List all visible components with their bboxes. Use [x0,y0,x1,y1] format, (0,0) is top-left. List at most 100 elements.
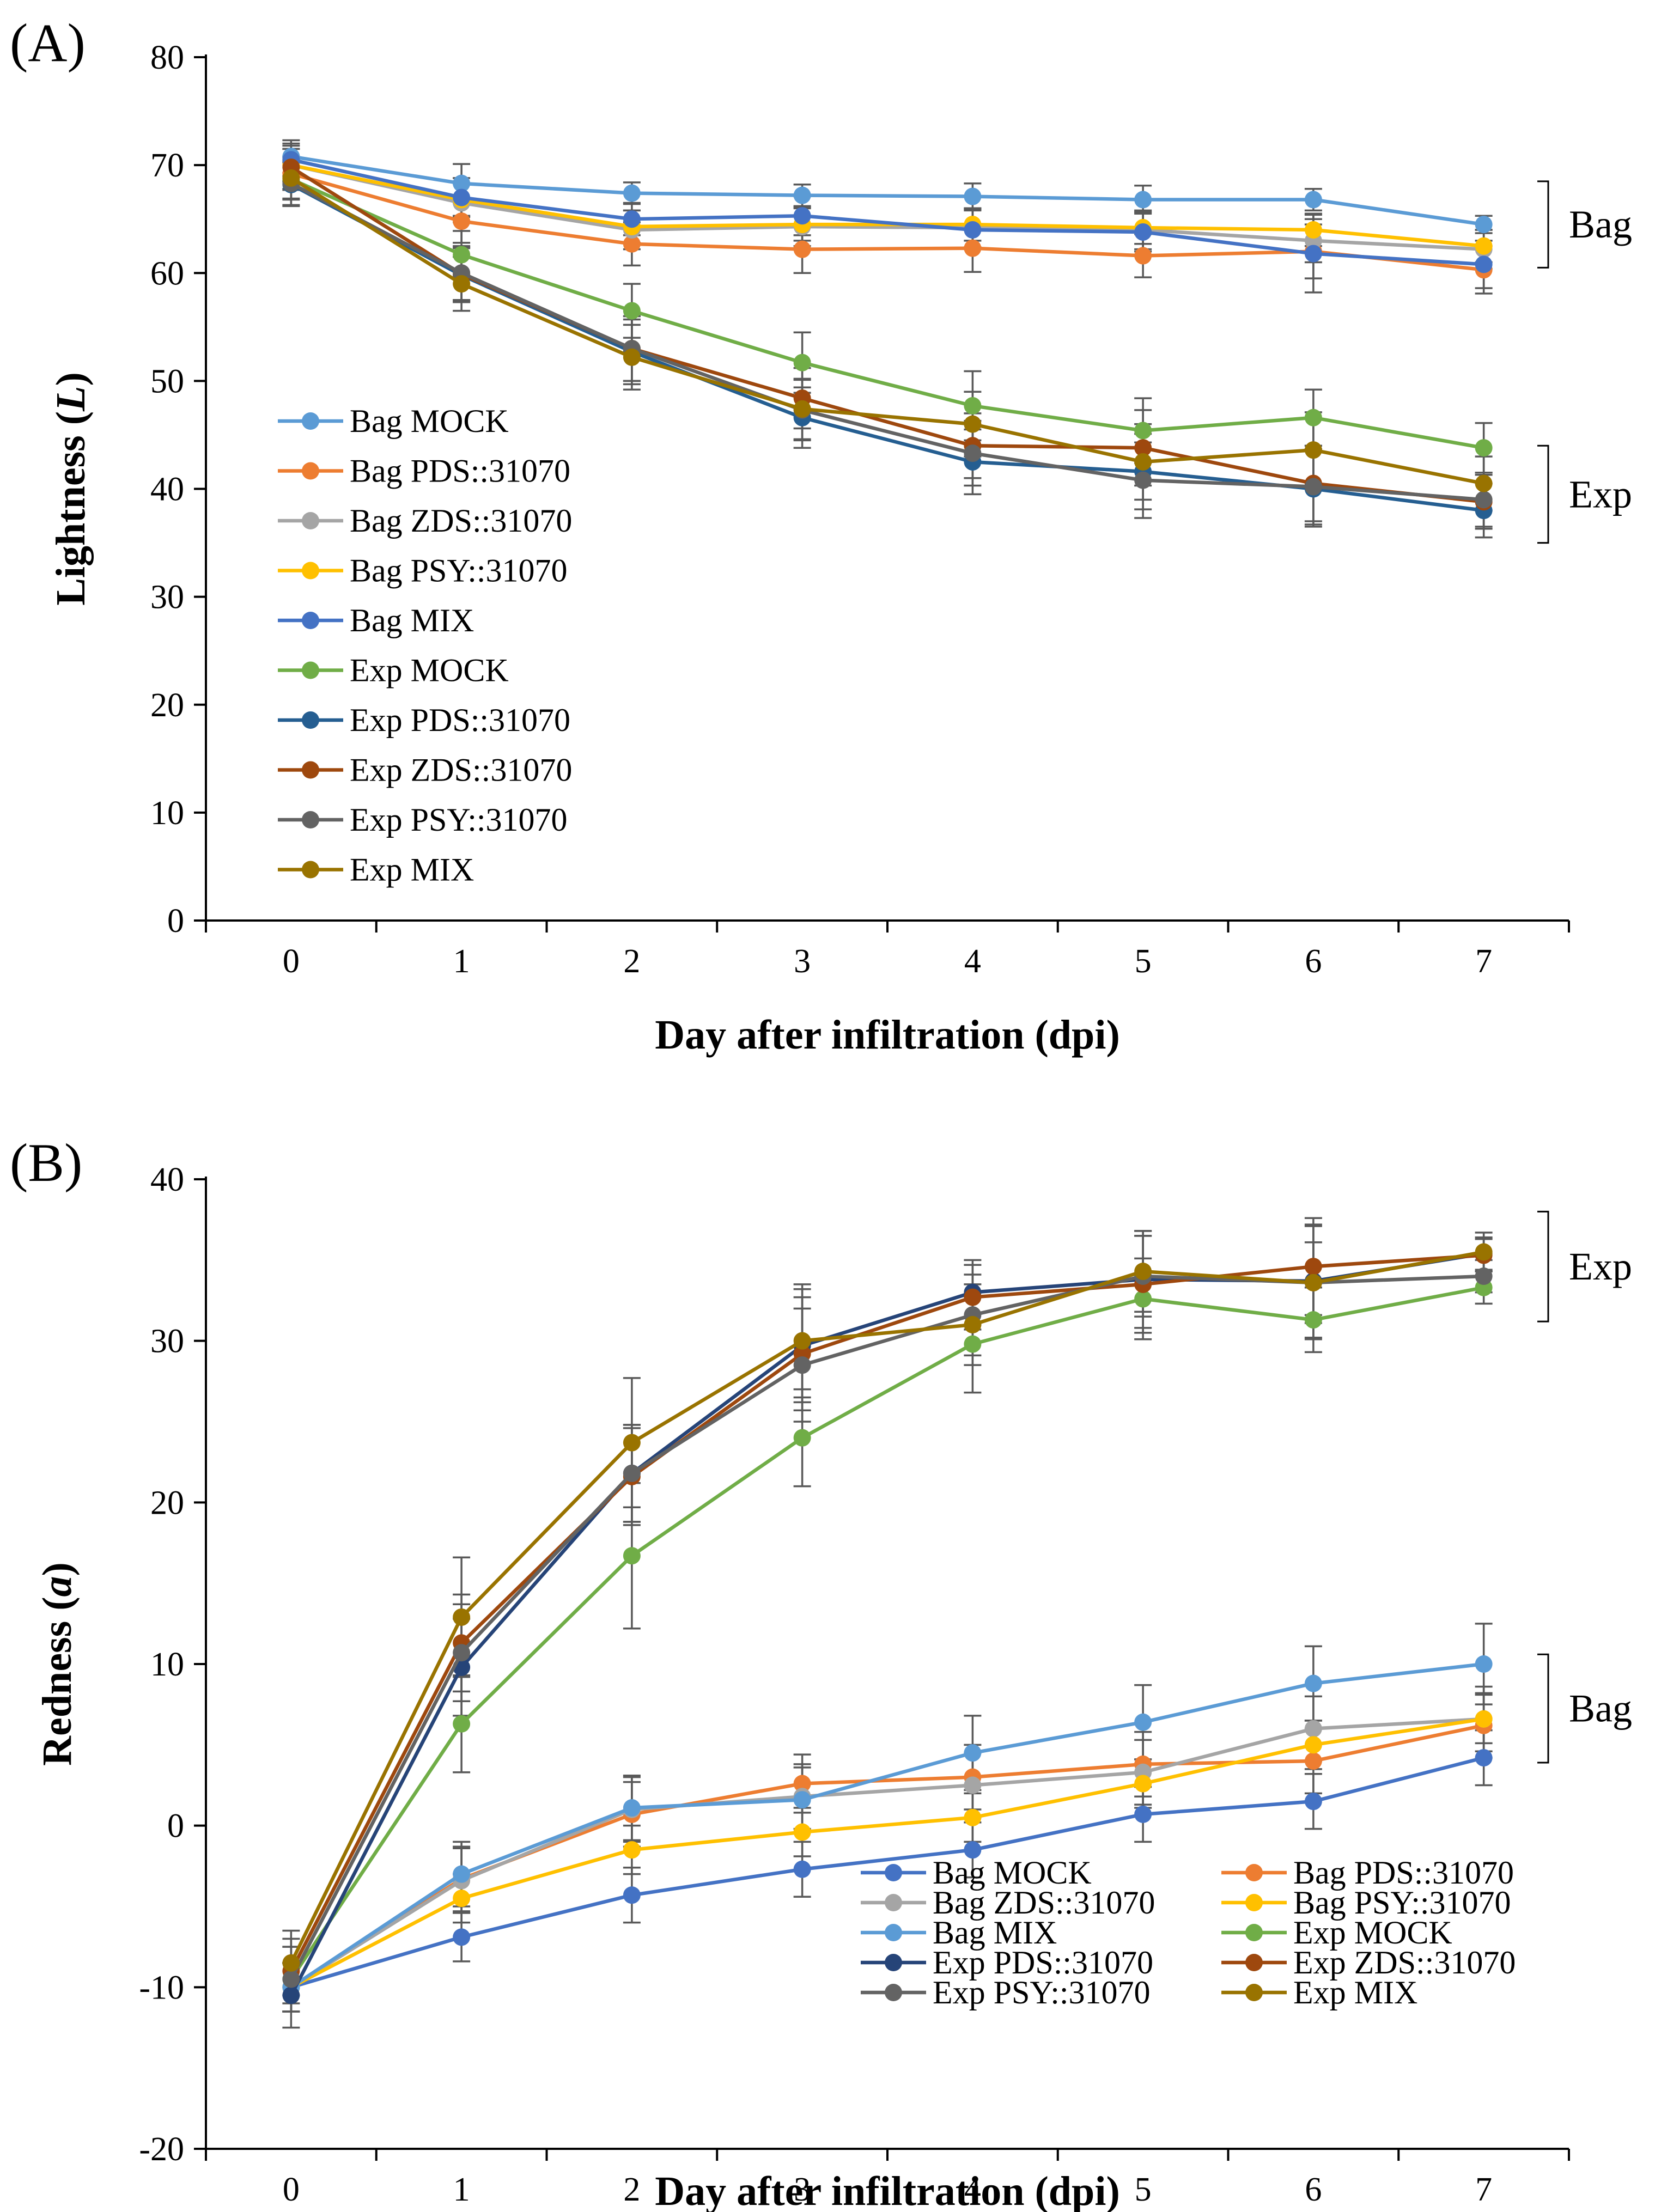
chart0-series-line [290,176,1484,485]
chart0-legend-item: Bag PSY::31070 [278,553,568,589]
chart0-data-point [964,221,982,239]
chart0-x-tick-label: 6 [1305,943,1322,980]
chart1-legend-swatch-marker [1245,1984,1263,2001]
chart0-bracket-bag: Bag [1537,180,1632,269]
chart0-data-point [964,397,982,415]
chart1-legend-label: Bag MOCK [933,1855,1092,1891]
chart1-y-tick-label: 40 [150,1161,184,1198]
chart0-y-tick-label: 30 [150,579,184,616]
chart1-legend-item: Exp PDS::31070 [861,1945,1153,1981]
chart1-data-point [1475,1710,1493,1728]
chart1-data-point [1475,1243,1493,1261]
chart0-y-tick-label: 80 [150,39,184,76]
chart0-legend-item: Exp PDS::31070 [278,702,570,738]
chart1-bracket-bag: Bag [1537,1653,1632,1764]
chart0-series-line [290,181,1484,502]
chart1-x-tick-label: 7 [1475,2171,1492,2208]
chart1-data-point [282,1986,300,2004]
chart1-legend-swatch-marker [885,1984,902,2001]
chart1-data-point [623,1841,641,1859]
chart1-legend-label: Bag MIX [933,1915,1057,1951]
chart1-legend-item: Bag MIX [861,1915,1057,1951]
chart0-series-line [290,163,1484,251]
chart1-x-tick-label: 6 [1305,2171,1322,2208]
chart0-data-point [1475,491,1493,509]
chart0-legend-item: Exp PSY::31070 [278,802,568,838]
chart0-legend-item: Bag ZDS::31070 [278,503,572,539]
chart1-data-point [282,1970,300,1988]
chart0-data-point [793,400,811,418]
chart1-series-5 [282,1278,1493,1988]
chart0-legend-label: Exp PSY::31070 [350,802,568,838]
chart1-data-point [964,1316,982,1333]
chart0-series-4 [282,151,1493,273]
chart1-x-tick-label: 4 [964,2171,981,2208]
chart0-data-point [1475,474,1493,492]
chart0-data-point [453,212,471,230]
chart0-x-tick-label: 0 [283,943,300,980]
chart1-legend-label: Exp PDS::31070 [933,1945,1153,1981]
chart0-legend-item: Bag MIX [278,602,474,638]
chart1-legend-label: Exp MIX [1293,1975,1417,2010]
chart0-legend-label: Exp MOCK [350,653,509,688]
chart1-data-point [1304,1311,1322,1329]
chart1-data-point [1304,1720,1322,1738]
chart1-bracket-label: Bag [1569,1687,1632,1730]
panel-a-lightness-chart: (A) 0 10 20 30 40 50 60 70 80 0 1 2 3 4 5 6 7 Day after in… [10,13,1632,1058]
chart0-data-point [793,207,811,225]
chart0-legend-label: Bag PDS::31070 [350,453,570,489]
chart1-legend-item: Bag PSY::31070 [1221,1885,1511,1921]
chart1-x-tick-label: 0 [283,2171,300,2208]
chart1-data-point [793,1860,811,1878]
chart1-y-axis-title: Redness (a) [34,1562,80,1766]
chart0-legend-item: Bag PDS::31070 [278,453,570,489]
chart1-data-point [623,1886,641,1904]
chart0-data-point [793,186,811,204]
chart0-y-tick-label: 60 [150,255,184,292]
chart0-data-point [1475,216,1493,234]
chart1-data-point [1134,1290,1152,1308]
chart0-legend-swatch-marker [302,412,319,430]
chart0-data-point [1134,439,1152,457]
chart0-data-point [623,184,641,202]
chart1-bracket-exp: Exp [1537,1210,1632,1323]
chart0-data-point [1134,471,1152,489]
chart1-series-line [289,1250,1484,1964]
chart0-data-point [1134,223,1152,241]
chart1-legend-label: Exp PSY::31070 [933,1975,1151,2010]
chart0-bracket-line [1537,180,1549,269]
chart0-y-tick-label: 0 [167,903,184,940]
chart0-bracket-label: Exp [1569,472,1632,516]
chart0-data-point [453,246,471,264]
chart0-data-point [623,302,641,320]
chart0-x-tick-label: 7 [1475,943,1492,980]
chart0-legend-item: Exp ZDS::31070 [278,752,572,788]
chart1-data-point [793,1775,811,1793]
chart0-legend-label: Bag PSY::31070 [350,553,568,589]
chart1-data-point [282,1954,300,1972]
chart1-data-point [623,1547,641,1565]
chart1-data-point [1304,1736,1322,1754]
chart1-legend-item: Bag ZDS::31070 [861,1885,1155,1921]
chart0-legend-swatch-marker [302,512,319,529]
chart0-data-point [964,239,982,257]
chart1-data-point [623,1434,641,1452]
chart0-legend-item: Exp MIX [278,852,474,888]
chart1-data-point [1475,1268,1493,1285]
chart1-panel-label: (B) [10,1132,82,1193]
chart0-y-tick-label: 50 [150,363,184,400]
chart0-data-point [1475,439,1493,457]
chart0-series-line [290,177,1484,450]
chart0-data-point [1475,255,1493,273]
chart1-x-tick-label: 1 [453,2171,470,2208]
chart1-legend-label: Exp ZDS::31070 [1293,1945,1516,1981]
chart1-legend-swatch-marker [1245,1924,1263,1941]
chart1-x-tick-label: 2 [623,2171,640,2208]
chart1-data-point [453,1865,471,1883]
chart1-legend-item: Bag MOCK [861,1855,1092,1891]
chart0-x-tick-label: 5 [1135,943,1152,980]
chart0-data-point [793,240,811,258]
chart1-data-point [453,1928,471,1946]
chart1-legend-label: Bag ZDS::31070 [933,1885,1155,1921]
